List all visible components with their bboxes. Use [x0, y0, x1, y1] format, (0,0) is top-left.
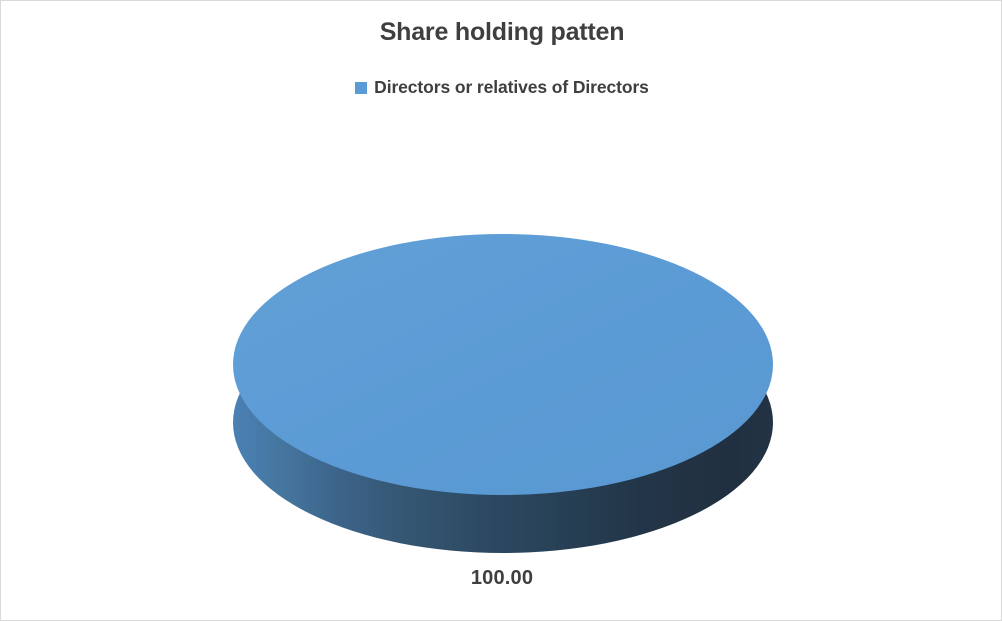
pie-slice-directors[interactable]: [233, 234, 773, 495]
pie-data-label: 100.00: [470, 567, 534, 589]
legend-item-directors[interactable]: Directors or relatives of Directors: [355, 77, 649, 98]
legend-swatch-icon: [355, 81, 368, 94]
pie-plot-area: [233, 234, 773, 554]
chart-legend: Directors or relatives of Directors: [1, 77, 1001, 98]
legend-item-label: Directors or relatives of Directors: [374, 77, 649, 97]
chart-title: Share holding patten: [379, 18, 625, 46]
